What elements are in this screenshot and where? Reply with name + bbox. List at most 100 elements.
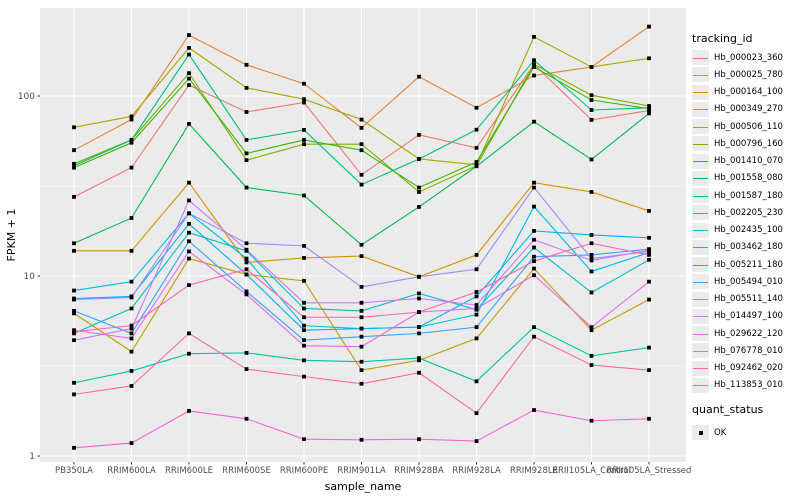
data-point-marker <box>187 230 191 235</box>
data-point-marker <box>417 310 421 315</box>
data-point-marker <box>302 142 306 147</box>
data-point-marker <box>474 325 479 330</box>
legend-line-key-icon <box>692 239 709 255</box>
legend-item-Hb_000023_360: Hb_000023_360 <box>692 49 783 66</box>
data-point-marker <box>359 308 364 313</box>
x-tick-label: RRIM600PE <box>280 466 328 476</box>
legend-item-Hb_000025_780: Hb_000025_780 <box>692 66 783 83</box>
data-point-marker <box>474 127 479 132</box>
data-point-marker <box>359 334 364 339</box>
x-tick-label: RRIM928LE <box>510 466 558 476</box>
data-point-marker <box>72 338 76 343</box>
legend-item-Hb_005494_010: Hb_005494_010 <box>692 273 783 290</box>
data-point-marker <box>302 193 306 198</box>
legend-item-Hb_005211_180: Hb_005211_180 <box>692 256 783 273</box>
data-point-marker <box>72 148 76 153</box>
legend-item-Hb_001587_180: Hb_001587_180 <box>692 187 783 204</box>
legend-panel: tracking_id Hb_000023_360 Hb_000025_780 Hb… <box>692 0 800 500</box>
data-point-marker <box>647 368 651 373</box>
data-point-marker <box>302 138 306 142</box>
data-point-marker <box>359 344 364 349</box>
legend-item-label: Hb_014497_100 <box>714 311 783 322</box>
data-point-marker <box>647 297 651 302</box>
x-tick-label: RRIM901LA <box>337 466 386 476</box>
y-axis-title: FPKM + 1 <box>5 209 18 262</box>
data-point-marker <box>187 211 191 216</box>
data-point-marker <box>244 85 249 90</box>
data-point-marker <box>532 254 536 259</box>
data-point-marker <box>647 235 651 240</box>
data-point-marker <box>532 266 536 271</box>
plot-panel-background <box>40 8 686 462</box>
data-point-marker <box>647 248 651 253</box>
data-point-marker <box>532 245 536 250</box>
data-point-marker <box>474 105 479 110</box>
data-point-marker <box>187 46 191 50</box>
data-point-marker <box>589 65 594 69</box>
legend-item-Hb_000506_110: Hb_000506_110 <box>692 118 783 135</box>
data-point-marker <box>474 336 479 341</box>
data-point-marker <box>359 242 364 247</box>
legend-item-Hb_003462_180: Hb_003462_180 <box>692 239 783 256</box>
data-point-marker <box>302 256 306 260</box>
legend-item-label: Hb_000506_110 <box>714 121 783 132</box>
data-point-marker <box>589 117 594 122</box>
data-point-marker <box>187 331 191 336</box>
data-point-marker <box>129 441 134 445</box>
data-point-marker <box>244 272 249 277</box>
data-point-marker <box>244 151 249 156</box>
legend-line-key-icon <box>692 84 709 100</box>
legend-item-Hb_113853_010: Hb_113853_010 <box>692 377 783 394</box>
data-point-marker <box>187 239 191 244</box>
data-point-marker <box>474 294 479 299</box>
data-point-marker <box>187 256 191 261</box>
legend-item-label: Hb_001558_080 <box>714 173 783 184</box>
data-point-marker <box>302 97 306 102</box>
data-point-marker <box>129 295 134 300</box>
data-point-marker <box>244 185 249 190</box>
data-point-marker <box>302 343 306 348</box>
data-point-marker <box>532 325 536 330</box>
data-point-marker <box>302 437 306 442</box>
legend-item-Hb_000164_100: Hb_000164_100 <box>692 84 783 101</box>
data-point-marker <box>302 323 306 328</box>
data-point-marker <box>359 148 364 153</box>
data-point-marker <box>72 125 76 130</box>
legend-item-Hb_076778_010: Hb_076778_010 <box>692 342 783 359</box>
legend-item-label: Hb_002205_230 <box>714 207 783 218</box>
data-point-marker <box>474 439 479 443</box>
data-point-marker <box>72 380 76 385</box>
quant-ok-square-icon <box>692 425 709 440</box>
data-point-marker <box>589 190 594 194</box>
legend-item-Hb_002205_230: Hb_002205_230 <box>692 204 783 221</box>
data-point-marker <box>187 52 191 57</box>
data-point-marker <box>244 256 249 261</box>
legend-item-Hb_092462_020: Hb_092462_020 <box>692 360 783 377</box>
data-point-marker <box>244 62 249 67</box>
legend-item-label: Hb_000349_270 <box>714 104 783 115</box>
legend-line-key-icon <box>692 222 709 238</box>
x-tick-label: RRIM928BA <box>394 466 444 476</box>
data-point-marker <box>72 195 76 199</box>
data-point-marker <box>589 353 594 358</box>
data-point-marker <box>589 418 594 423</box>
data-point-marker <box>302 306 306 311</box>
legend-title-tracking-id: tracking_id <box>692 32 753 45</box>
data-point-marker <box>532 58 536 63</box>
point-markers <box>72 24 651 450</box>
data-point-marker <box>474 145 479 150</box>
data-point-marker <box>129 279 134 284</box>
data-point-marker <box>359 125 364 130</box>
x-tick-label: RRIM600SE <box>222 466 271 476</box>
data-point-marker <box>187 180 191 185</box>
data-point-marker <box>532 62 536 67</box>
data-point-marker <box>589 328 594 333</box>
data-point-marker <box>359 368 364 373</box>
data-point-marker <box>474 290 479 294</box>
data-point-marker <box>129 138 134 142</box>
data-point-marker <box>72 297 76 302</box>
data-point-marker <box>532 334 536 339</box>
legend-item-label: Hb_000025_780 <box>714 69 783 80</box>
y-tick-label: 10 <box>24 272 36 282</box>
